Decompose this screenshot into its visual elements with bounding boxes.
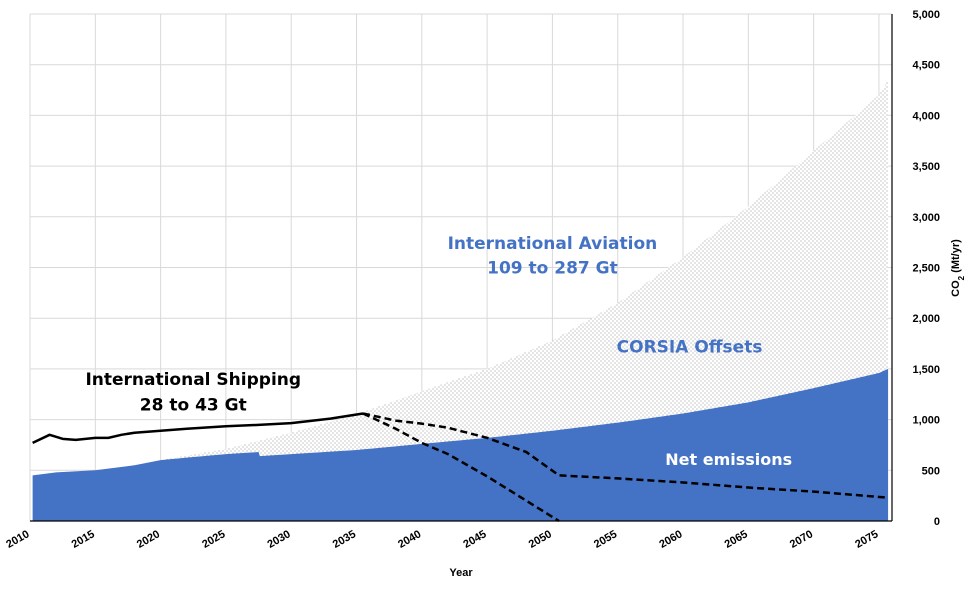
y-tick-label-500: 500 xyxy=(922,465,940,477)
y-tick-label-0: 0 xyxy=(934,516,940,528)
x-tick-label-2010: 2010 xyxy=(4,528,31,551)
x-tick-labels: 2010 2015 2020 2025 2030 2035 2040 2045 2050 2055… xyxy=(4,528,880,551)
x-tick-label-2030: 2030 xyxy=(266,528,293,551)
x-tick-label-2045: 2045 xyxy=(461,528,488,551)
y-tick-label-2500: 2,500 xyxy=(912,263,940,275)
y-axis-title: CO2 (Mt/yr) xyxy=(950,239,966,297)
y-tick-label-4500: 4,500 xyxy=(912,60,940,72)
y-tick-label-3500: 3,500 xyxy=(912,161,940,173)
annotation-aviation-title: International Aviation xyxy=(448,234,658,254)
annotations: International Aviation 109 to 287 Gt COR… xyxy=(85,234,792,469)
x-tick-label-2020: 2020 xyxy=(135,528,162,551)
y-axis-title-sub: 2 xyxy=(957,275,966,280)
x-tick-label-2055: 2055 xyxy=(592,528,619,551)
y-axis-title-unit: (Mt/yr) xyxy=(950,239,962,276)
x-tick-label-2040: 2040 xyxy=(396,528,423,551)
x-tick-label-2035: 2035 xyxy=(331,528,358,551)
series-shipping-projection-4 xyxy=(362,412,560,523)
y-tick-labels: 0 500 1,000 1,500 2,000 2,500 3,000 3,500 4,000 4… xyxy=(912,9,940,528)
line-layer xyxy=(32,412,889,523)
annotation-corsia-offsets: CORSIA Offsets xyxy=(617,338,763,358)
y-tick-label-3000: 3,000 xyxy=(912,212,940,224)
x-axis-title: Year xyxy=(449,567,473,579)
x-tick-label-2060: 2060 xyxy=(657,528,684,551)
y-axis-title-main: CO xyxy=(950,280,962,297)
x-tick-label-2065: 2065 xyxy=(723,528,750,551)
axes xyxy=(30,14,893,522)
x-tick-label-2025: 2025 xyxy=(200,528,227,551)
y-tick-label-4000: 4,000 xyxy=(912,110,940,122)
y-tick-label-1000: 1,000 xyxy=(912,415,940,427)
annotation-shipping-title: International Shipping xyxy=(85,370,301,390)
x-tick-label-2075: 2075 xyxy=(853,528,880,551)
series-shipping-projection-3 xyxy=(362,412,889,499)
y-tick-label-5000: 5,000 xyxy=(912,9,940,21)
series-shipping-history-line xyxy=(32,412,364,445)
x-tick-label-2070: 2070 xyxy=(788,528,815,551)
x-tick-label-2015: 2015 xyxy=(70,528,97,551)
x-tick-label-2050: 2050 xyxy=(527,528,554,551)
y-tick-label-1500: 1,500 xyxy=(912,364,940,376)
y-tick-label-2000: 2,000 xyxy=(912,313,940,325)
annotation-net-emissions: Net emissions xyxy=(665,450,792,469)
annotation-shipping-range: 28 to 43 Gt xyxy=(140,395,247,415)
annotation-aviation-range: 109 to 287 Gt xyxy=(487,259,618,279)
